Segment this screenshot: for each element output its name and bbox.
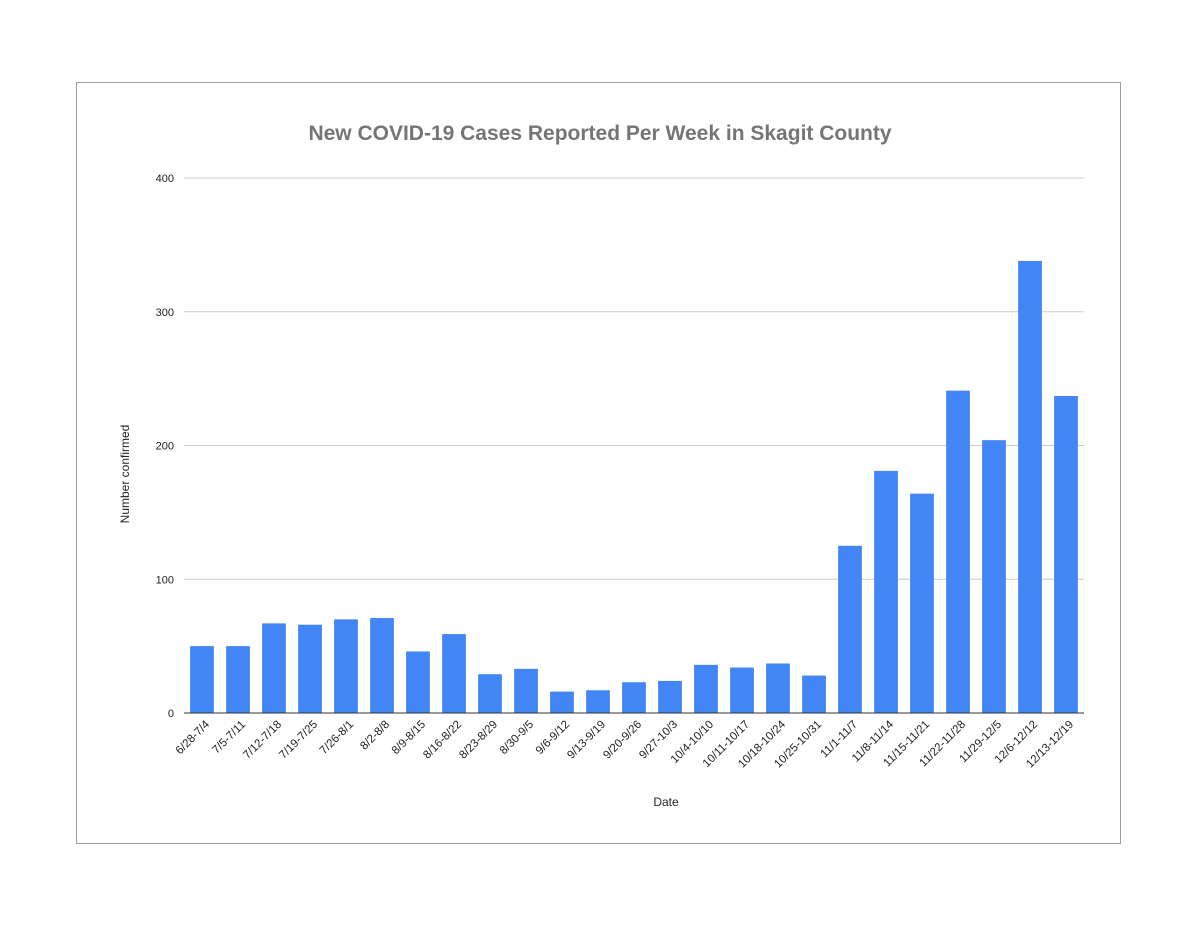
bar (586, 690, 610, 713)
bars (190, 260, 1078, 713)
y-tick-label: 200 (156, 441, 174, 453)
x-tick-label: 8/23-8/29 (457, 719, 500, 762)
y-tick-label: 100 (156, 574, 174, 586)
bar (1018, 260, 1042, 713)
y-axis-label: Number confirmed (118, 425, 132, 524)
bar (514, 668, 538, 713)
bar (406, 651, 430, 713)
bar (478, 674, 502, 713)
bar (262, 623, 286, 713)
bar (190, 646, 214, 713)
bar (370, 618, 394, 713)
bar (298, 624, 322, 713)
bar (622, 682, 646, 713)
bar (550, 691, 574, 713)
x-tick-label: 7/19-7/25 (277, 719, 320, 762)
bar (694, 664, 718, 713)
bar (910, 493, 934, 713)
x-tick-label: 6/28-7/4 (174, 718, 213, 757)
y-tick-label: 400 (156, 173, 174, 185)
x-tick-label: 9/13-9/19 (565, 719, 608, 762)
bar (226, 646, 250, 713)
bar (874, 470, 898, 713)
y-axis-ticks: 0 100 200 300 400 (156, 173, 174, 720)
x-tick-label: 7/12-7/18 (241, 719, 284, 762)
bar (1054, 396, 1078, 713)
bar (766, 663, 790, 713)
gridlines (184, 177, 1084, 580)
x-tick-label: 9/20-9/26 (601, 719, 644, 762)
bar (442, 634, 466, 713)
x-axis-label: Date (653, 795, 679, 809)
x-axis-ticks: 6/28-7/47/5-7/117/12-7/187/19-7/257/26-8… (174, 718, 1076, 770)
y-tick-label: 300 (156, 307, 174, 319)
y-tick-label: 0 (168, 708, 174, 720)
bar (982, 440, 1006, 713)
bar (802, 675, 826, 713)
chart-title: New COVID-19 Cases Reported Per Week in … (308, 122, 891, 145)
x-tick-label: 8/16-8/22 (421, 719, 464, 762)
bar (946, 390, 970, 713)
x-tick-label: 8/2-8/8 (358, 719, 392, 753)
bar (658, 680, 682, 713)
bar (838, 545, 862, 713)
x-tick-label: 7/26-8/1 (318, 719, 356, 757)
bar (730, 667, 754, 713)
x-tick-label: 8/30-9/5 (498, 719, 536, 757)
bar (334, 619, 358, 713)
